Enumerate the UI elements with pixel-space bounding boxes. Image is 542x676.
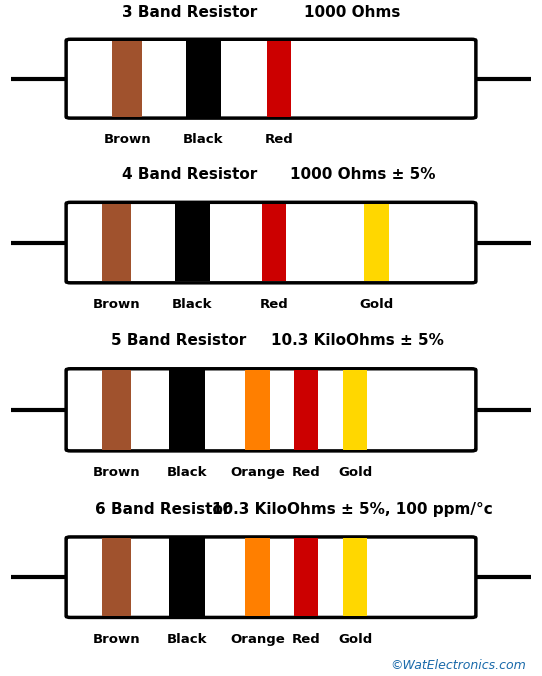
Bar	[112, 41, 142, 117]
FancyBboxPatch shape	[66, 39, 476, 118]
Bar	[102, 203, 131, 281]
FancyBboxPatch shape	[66, 537, 476, 617]
Bar	[364, 203, 389, 281]
Bar	[343, 538, 367, 616]
Text: 6 Band Resistor: 6 Band Resistor	[95, 502, 230, 517]
Text: ©WatElectronics.com: ©WatElectronics.com	[390, 659, 526, 673]
Text: Gold: Gold	[359, 298, 394, 311]
Bar	[267, 41, 292, 117]
Bar	[245, 370, 269, 450]
Bar	[294, 538, 319, 616]
FancyBboxPatch shape	[66, 369, 476, 451]
Text: Red: Red	[292, 633, 321, 646]
Bar	[102, 538, 131, 616]
Text: 5 Band Resistor: 5 Band Resistor	[111, 333, 247, 348]
Text: 1000 Ohms: 1000 Ohms	[304, 5, 401, 20]
FancyBboxPatch shape	[66, 202, 476, 283]
Bar	[343, 370, 367, 450]
Text: Brown: Brown	[93, 633, 140, 646]
Bar	[245, 538, 269, 616]
Text: Brown: Brown	[93, 466, 140, 479]
Text: Gold: Gold	[338, 466, 372, 479]
Bar	[185, 41, 221, 117]
Bar	[102, 370, 131, 450]
Bar	[261, 203, 286, 281]
Text: Brown: Brown	[93, 298, 140, 311]
Text: 10.3 KiloOhms ± 5%: 10.3 KiloOhms ± 5%	[272, 333, 444, 348]
Text: Brown: Brown	[104, 133, 151, 146]
Bar	[175, 203, 210, 281]
Text: Red: Red	[259, 298, 288, 311]
Text: Orange: Orange	[230, 466, 285, 479]
Text: Black: Black	[172, 298, 212, 311]
Text: Red: Red	[264, 133, 294, 146]
Bar	[169, 538, 205, 616]
Text: Orange: Orange	[230, 633, 285, 646]
Text: 4 Band Resistor: 4 Band Resistor	[122, 167, 257, 183]
Text: 3 Band Resistor: 3 Band Resistor	[122, 5, 257, 20]
Text: 10.3 KiloOhms ± 5%, 100 ppm/°c: 10.3 KiloOhms ± 5%, 100 ppm/°c	[212, 502, 493, 517]
Bar	[169, 370, 205, 450]
Text: Gold: Gold	[338, 633, 372, 646]
Text: Black: Black	[183, 133, 223, 146]
Text: Red: Red	[292, 466, 321, 479]
Text: 1000 Ohms ± 5%: 1000 Ohms ± 5%	[291, 167, 436, 183]
Text: Black: Black	[167, 466, 207, 479]
Text: Black: Black	[167, 633, 207, 646]
Bar	[294, 370, 319, 450]
